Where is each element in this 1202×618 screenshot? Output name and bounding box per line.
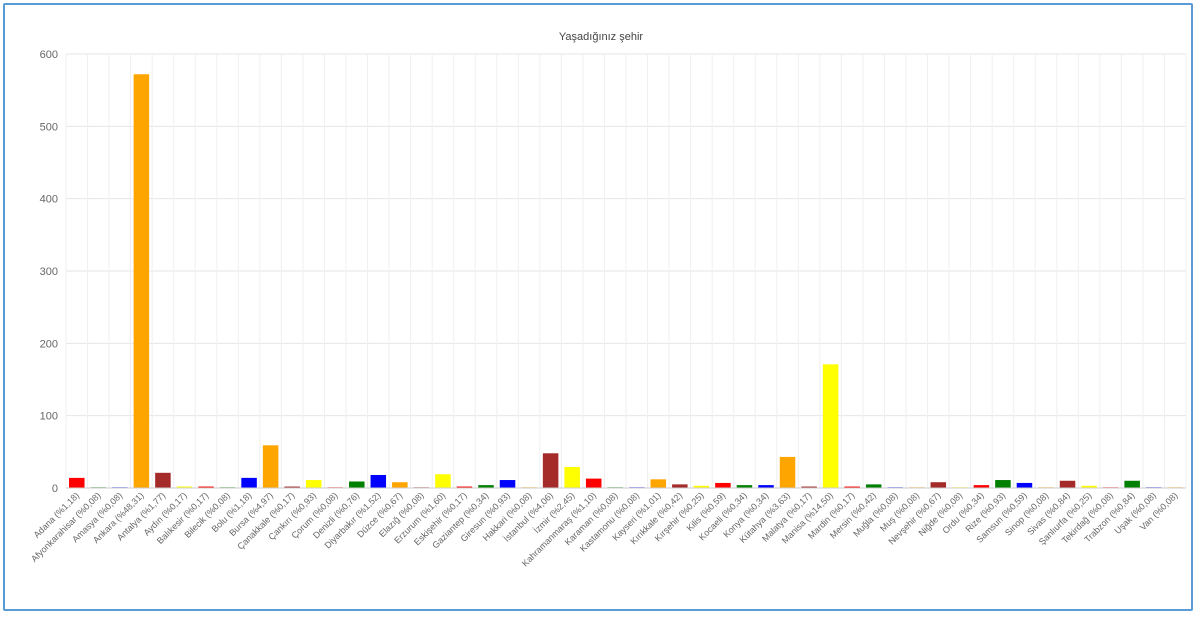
- bar: [155, 472, 171, 488]
- bar: [693, 485, 710, 488]
- bar: [69, 477, 85, 488]
- bar: [995, 480, 1011, 488]
- bar: [1016, 482, 1033, 488]
- bar: [715, 482, 731, 488]
- bar: [801, 486, 817, 488]
- y-tick-label: 0: [52, 483, 58, 495]
- bar: [865, 484, 882, 488]
- y-axis: 0 100 200 300 400 500 600: [40, 49, 58, 495]
- y-tick-label: 500: [40, 121, 58, 133]
- bar: [779, 456, 796, 488]
- bar: [930, 482, 947, 488]
- bar: [736, 485, 753, 488]
- bar: [349, 481, 365, 488]
- bar: [435, 474, 451, 488]
- bar: [1124, 480, 1140, 488]
- x-axis: Adana (%1,18)Afyonkarahisar (%0,08)Amasy…: [29, 487, 1186, 569]
- grid-lines: [65, 53, 1187, 489]
- chart-frame: [3, 3, 1193, 611]
- bar: [542, 453, 559, 488]
- bar: [1059, 480, 1076, 488]
- chart-title: Yaşadığınız şehir: [558, 31, 644, 43]
- y-tick-label: 300: [40, 266, 58, 278]
- bar: [241, 477, 257, 488]
- y-tick-label: 400: [40, 194, 58, 206]
- bar: [262, 445, 279, 488]
- bar: [198, 486, 214, 488]
- bar: [305, 480, 322, 488]
- bar: [284, 486, 300, 488]
- y-tick-label: 200: [40, 338, 58, 350]
- bar: [844, 486, 860, 488]
- bar: [392, 482, 408, 488]
- bar: [564, 467, 580, 488]
- bar: [1081, 485, 1097, 488]
- bar: [478, 485, 494, 488]
- bar: [973, 485, 990, 488]
- bar: [822, 364, 839, 488]
- bar: [133, 74, 150, 488]
- bar: [456, 486, 473, 488]
- bar: [499, 480, 516, 488]
- y-tick-label: 100: [40, 411, 58, 423]
- bar: [672, 484, 688, 488]
- bar: [650, 479, 667, 488]
- bar: [176, 486, 193, 488]
- bar: [370, 474, 387, 488]
- bar: [758, 485, 774, 488]
- bars: [69, 74, 1183, 489]
- bar: [585, 478, 602, 488]
- y-tick-label: 600: [40, 49, 58, 61]
